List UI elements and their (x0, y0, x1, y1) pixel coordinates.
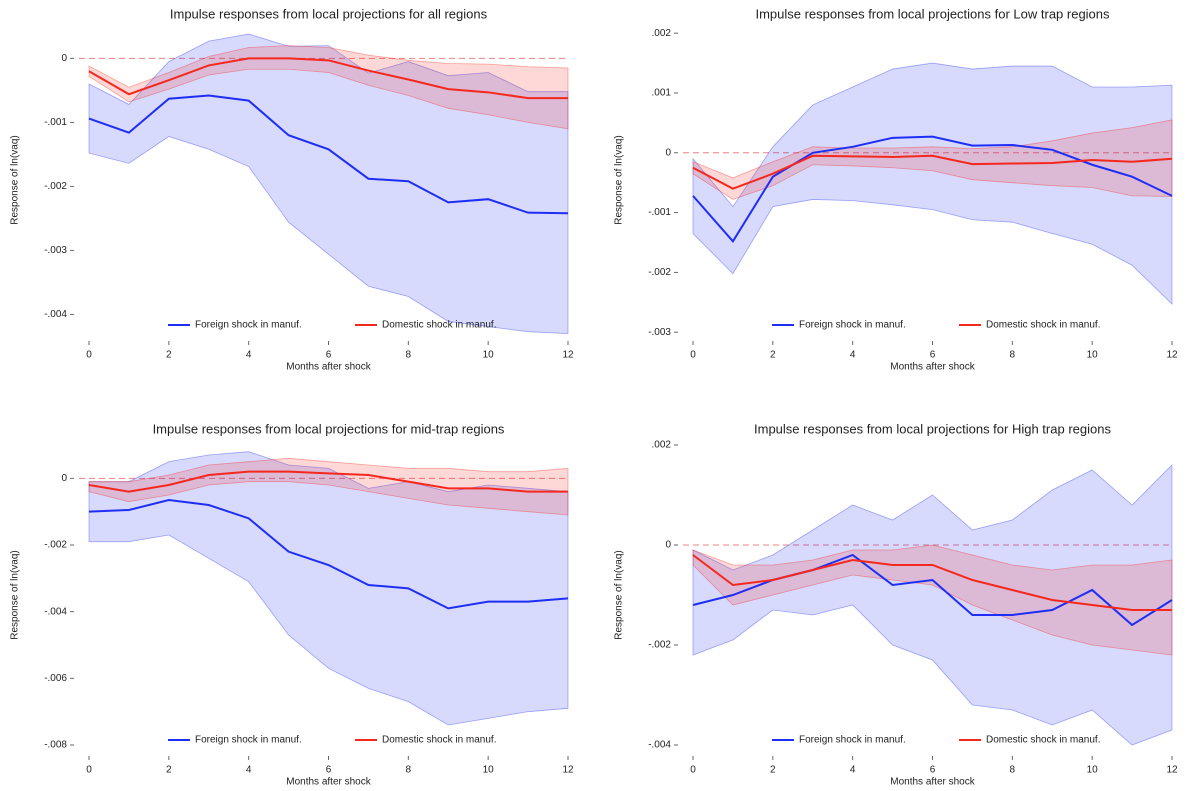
chart-title: Impulse responses from local projections… (153, 421, 505, 436)
series-line (88, 498, 569, 610)
confidence-band (88, 33, 569, 335)
legend-label: Foreign shock in manuf. (195, 735, 302, 746)
legend-label: Domestic shock in manuf. (986, 735, 1101, 746)
y-tick-label: -.002 (44, 181, 67, 192)
x-tick-label: 2 (770, 350, 776, 361)
chart-title: Impulse responses from local projections… (170, 6, 488, 21)
x-axis-title: Months after shock (890, 777, 975, 788)
x-tick-label: 4 (850, 765, 856, 776)
x-tick-label: 12 (1166, 350, 1178, 361)
legend-label: Domestic shock in manuf. (986, 320, 1101, 331)
x-tick-label: 0 (86, 350, 92, 361)
y-tick-label: -.001 (648, 207, 671, 218)
y-tick-label: -.001 (44, 117, 67, 128)
series-line (88, 57, 568, 100)
x-tick-label: 2 (166, 350, 172, 361)
x-tick-label: 12 (562, 350, 574, 361)
x-tick-label: 10 (1087, 765, 1099, 776)
x-tick-label: 10 (483, 765, 495, 776)
x-tick-label: 0 (690, 350, 696, 361)
x-tick-label: 8 (406, 765, 412, 776)
y-axis-title: Response of ln(vaq) (614, 550, 625, 640)
x-tick-label: 2 (166, 765, 172, 776)
y-tick-label: .002 (652, 28, 672, 39)
x-tick-label: 6 (930, 350, 936, 361)
chart-title: Impulse responses from local projections… (755, 6, 1110, 21)
x-tick-label: 4 (246, 350, 252, 361)
x-tick-label: 6 (326, 765, 332, 776)
series-line (692, 154, 1173, 190)
x-tick-label: 8 (1010, 765, 1016, 776)
x-tick-label: 4 (246, 765, 252, 776)
y-tick-label: .002 (652, 440, 672, 451)
y-tick-label: 0 (665, 540, 671, 551)
series-line (692, 135, 1173, 243)
y-tick-label: -.004 (44, 309, 67, 320)
x-axis-title: Months after shock (286, 362, 371, 373)
x-tick-label: 8 (1010, 350, 1016, 361)
legend-label: Foreign shock in manuf. (799, 735, 906, 746)
series-line (88, 94, 569, 215)
confidence-band (692, 62, 1173, 306)
y-axis-title: Response of ln(vaq) (614, 135, 625, 225)
confidence-band (692, 119, 1173, 200)
confidence-band (692, 464, 1173, 746)
x-axis-title: Months after shock (890, 362, 975, 373)
x-tick-label: 2 (770, 765, 776, 776)
x-tick-label: 0 (86, 765, 92, 776)
legend-label: Domestic shock in manuf. (382, 320, 497, 331)
legend-label: Foreign shock in manuf. (799, 320, 906, 331)
y-tick-label: -.003 (648, 327, 671, 338)
x-tick-label: 6 (326, 350, 332, 361)
confidence-band (88, 457, 569, 516)
y-tick-label: -.004 (44, 606, 67, 617)
legend-label: Foreign shock in manuf. (195, 320, 302, 331)
y-tick-label: -.006 (44, 673, 67, 684)
x-tick-label: 6 (930, 765, 936, 776)
y-tick-label: -.003 (44, 245, 67, 256)
series-line (88, 470, 568, 493)
x-tick-label: 12 (562, 765, 574, 776)
confidence-band (692, 544, 1173, 656)
y-axis-title: Response of ln(vaq) (10, 135, 21, 225)
y-tick-label: -.002 (648, 640, 671, 651)
x-tick-label: 8 (406, 350, 412, 361)
legend-label: Domestic shock in manuf. (382, 735, 497, 746)
x-tick-label: 10 (483, 350, 495, 361)
y-tick-label: -.002 (648, 267, 671, 278)
series-line (692, 554, 1172, 611)
y-tick-label: .001 (652, 88, 672, 99)
y-axis-title: Response of ln(vaq) (10, 550, 21, 640)
y-tick-label: -.004 (648, 740, 671, 751)
chart-title: Impulse responses from local projections… (754, 421, 1111, 436)
y-tick-label: -.008 (44, 740, 67, 751)
y-tick-label: 0 (665, 147, 671, 158)
x-axis-title: Months after shock (286, 777, 371, 788)
y-tick-label: 0 (61, 473, 67, 484)
x-tick-label: 12 (1166, 765, 1178, 776)
x-tick-label: 10 (1087, 350, 1099, 361)
confidence-band (88, 451, 569, 726)
y-tick-label: -.002 (44, 540, 67, 551)
y-tick-label: 0 (61, 53, 67, 64)
x-tick-label: 0 (690, 765, 696, 776)
x-tick-label: 4 (850, 350, 856, 361)
